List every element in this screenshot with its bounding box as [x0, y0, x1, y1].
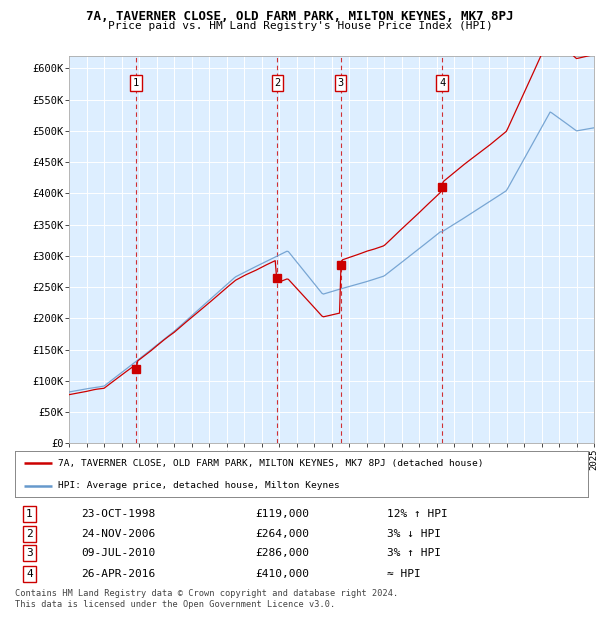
Text: 2: 2 [26, 529, 33, 539]
Text: 3: 3 [26, 548, 33, 559]
Text: 23-OCT-1998: 23-OCT-1998 [81, 509, 155, 519]
Text: This data is licensed under the Open Government Licence v3.0.: This data is licensed under the Open Gov… [15, 600, 335, 609]
Text: 3% ↓ HPI: 3% ↓ HPI [388, 529, 442, 539]
Text: 24-NOV-2006: 24-NOV-2006 [81, 529, 155, 539]
Text: 1: 1 [26, 509, 33, 519]
Text: 4: 4 [26, 569, 33, 579]
Text: 4: 4 [439, 78, 445, 88]
Text: Price paid vs. HM Land Registry's House Price Index (HPI): Price paid vs. HM Land Registry's House … [107, 21, 493, 31]
Text: 3% ↑ HPI: 3% ↑ HPI [388, 548, 442, 559]
Text: ≈ HPI: ≈ HPI [388, 569, 421, 579]
Text: 12% ↑ HPI: 12% ↑ HPI [388, 509, 448, 519]
Text: £410,000: £410,000 [256, 569, 310, 579]
Text: £119,000: £119,000 [256, 509, 310, 519]
Text: HPI: Average price, detached house, Milton Keynes: HPI: Average price, detached house, Milt… [58, 481, 340, 490]
Text: 1: 1 [133, 78, 139, 88]
Text: 09-JUL-2010: 09-JUL-2010 [81, 548, 155, 559]
Text: Contains HM Land Registry data © Crown copyright and database right 2024.: Contains HM Land Registry data © Crown c… [15, 589, 398, 598]
Text: 7A, TAVERNER CLOSE, OLD FARM PARK, MILTON KEYNES, MK7 8PJ: 7A, TAVERNER CLOSE, OLD FARM PARK, MILTO… [86, 10, 514, 23]
Text: £286,000: £286,000 [256, 548, 310, 559]
Text: 7A, TAVERNER CLOSE, OLD FARM PARK, MILTON KEYNES, MK7 8PJ (detached house): 7A, TAVERNER CLOSE, OLD FARM PARK, MILTO… [58, 459, 484, 468]
Text: 3: 3 [337, 78, 344, 88]
Text: £264,000: £264,000 [256, 529, 310, 539]
Text: 2: 2 [274, 78, 280, 88]
Text: 26-APR-2016: 26-APR-2016 [81, 569, 155, 579]
